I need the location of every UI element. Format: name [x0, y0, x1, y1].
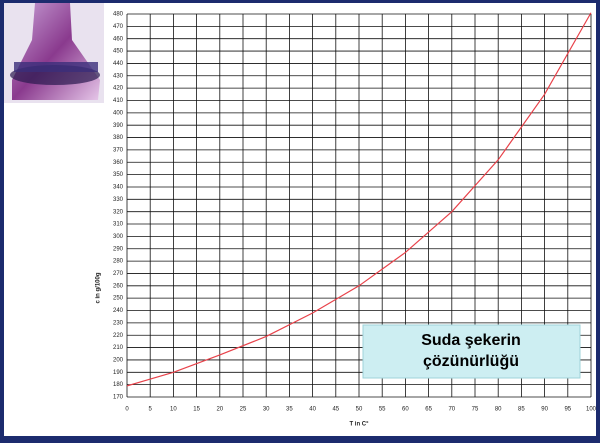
y-tick-label: 260: [113, 283, 124, 289]
y-tick-label: 270: [113, 271, 124, 277]
y-tick-label: 280: [113, 259, 124, 265]
x-tick-label: 80: [495, 407, 502, 413]
x-tick-label: 100: [586, 407, 597, 413]
x-tick-label: 30: [263, 407, 270, 413]
y-tick-label: 170: [113, 395, 124, 401]
x-tick-label: 25: [240, 407, 247, 413]
line: [126, 12, 592, 387]
x-tick-label: 35: [286, 407, 293, 413]
y-tick-label: 300: [113, 234, 124, 240]
x-tick-label: 40: [309, 407, 316, 413]
y-tick-label: 380: [113, 135, 124, 141]
x-tick-label: 5: [149, 407, 153, 413]
y-tick-label: 340: [113, 185, 124, 191]
x-tick-label: 75: [472, 407, 479, 413]
y-tick-label: 230: [113, 320, 124, 326]
x-tick-label: 45: [332, 407, 339, 413]
y-tick-label: 240: [113, 308, 124, 314]
y-tick-label: 290: [113, 246, 124, 252]
y-tick-label: 310: [113, 222, 124, 228]
y-tick-label: 360: [113, 160, 124, 166]
x-tick-label: 60: [402, 407, 409, 413]
y-tick-label: 330: [113, 197, 124, 203]
y-tick-label: 420: [113, 86, 124, 92]
y-tick-label: 190: [113, 370, 124, 376]
flask-image: [4, 3, 104, 103]
y-tick-label: 200: [113, 358, 124, 364]
annotation: çözünürlüğü: [423, 353, 519, 370]
y-tick-label: 430: [113, 73, 124, 79]
x-tick-label: 15: [193, 407, 200, 413]
y-tick-label: 390: [113, 123, 124, 129]
y-tick-label: 320: [113, 209, 124, 215]
y-tick-label: 470: [113, 24, 124, 30]
y-tick-label: 410: [113, 98, 124, 104]
x-tick-label: 55: [379, 407, 386, 413]
y-tick-label: 250: [113, 296, 124, 302]
x-axis-label: T in C°: [349, 422, 369, 428]
y-tick-label: 180: [113, 382, 124, 388]
y-tick-label: 440: [113, 61, 124, 67]
y-tick-label: 450: [113, 49, 124, 55]
y-tick-label: 210: [113, 345, 124, 351]
y-tick-label: 460: [113, 36, 124, 42]
annotation-box: [362, 324, 581, 379]
y-tick-label: 400: [113, 110, 124, 116]
x-tick-label: 90: [541, 407, 548, 413]
x-tick-label: 20: [216, 407, 223, 413]
y-tick-label: 220: [113, 333, 124, 339]
y-tick-label: 480: [113, 12, 124, 18]
y-tick-label: 350: [113, 172, 124, 178]
x-tick-label: 70: [448, 407, 455, 413]
x-tick-label: 85: [518, 407, 525, 413]
y-axis-label: c in g/100g: [96, 272, 102, 303]
x-tick-label: 95: [564, 407, 571, 413]
x-tick-label: 0: [125, 407, 129, 413]
x-tick-label: 65: [425, 407, 432, 413]
x-tick-label: 10: [170, 407, 177, 413]
y-tick-label: 370: [113, 147, 124, 153]
x-tick-label: 50: [356, 407, 363, 413]
annotation: Suda şekerin: [421, 332, 521, 349]
